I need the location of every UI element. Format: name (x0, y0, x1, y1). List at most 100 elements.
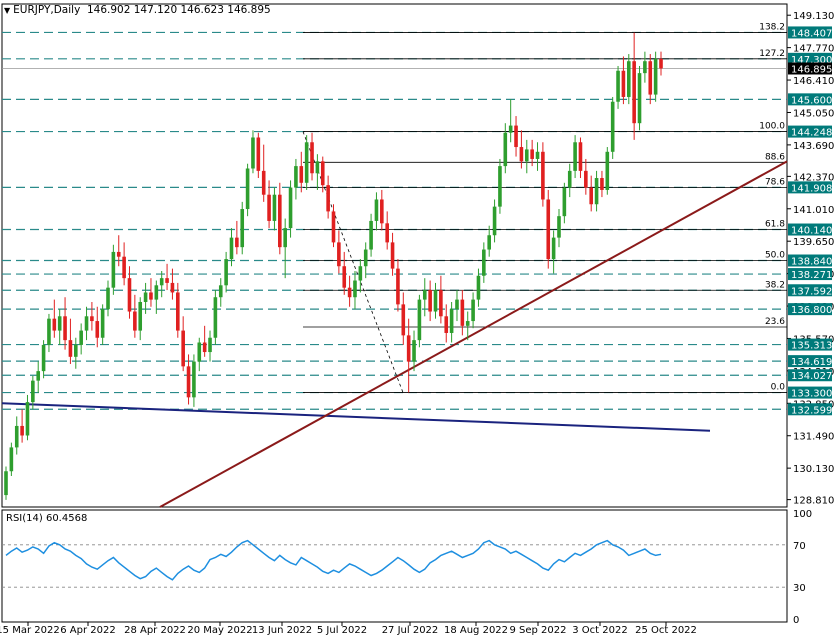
fib-level-label: 50.0 (765, 251, 785, 261)
candle-body (546, 199, 551, 260)
candle-body (600, 178, 604, 190)
support-level-tag-bg (788, 93, 832, 106)
candle-body (401, 304, 406, 336)
candle-body (551, 237, 556, 260)
chart-title: ▼ EURJPY,Daily 146.902 147.120 146.623 14… (4, 4, 271, 16)
candle-body (648, 61, 653, 95)
candle-body (331, 211, 336, 243)
candle-body (14, 425, 19, 448)
candle-body (299, 166, 304, 183)
candle-body (498, 166, 502, 207)
candle-body (557, 216, 561, 238)
candle-body (621, 70, 626, 97)
support-level-tag: 148.407 (791, 28, 832, 39)
candle-body (535, 151, 540, 159)
candle-body (235, 237, 239, 248)
fib-level-label: 100.0 (759, 122, 785, 132)
rsi-tick-label: 30 (793, 583, 806, 594)
x-tick-label: 27 Jul 2022 (382, 625, 439, 636)
candle-body (567, 170, 572, 188)
support-level-tag: 137.592 (791, 286, 832, 297)
rsi-title: RSI(14) 60.4568 (6, 513, 88, 524)
candle-body (229, 237, 234, 260)
price-tick-label: 141.010 (793, 205, 834, 216)
support-level-tag-bg (788, 223, 832, 236)
support-level-tag-bg (788, 181, 832, 194)
candle-body (208, 337, 212, 353)
candle-body (508, 125, 513, 133)
candle-body (133, 311, 137, 331)
x-tick-label: 20 May 2022 (187, 625, 252, 636)
candle-body (390, 242, 395, 269)
candle-body (138, 301, 143, 331)
candle-body (524, 149, 529, 162)
candle-body (406, 335, 411, 362)
fib-level-label: 88.6 (765, 152, 785, 162)
candle-body (256, 137, 261, 171)
support-level-tag-bg (788, 26, 832, 39)
current-price-tag-bg (788, 62, 832, 75)
support-level-tag-bg (788, 403, 832, 416)
support-level-tag-bg (788, 303, 832, 316)
candle-body (465, 321, 470, 326)
candle-body (116, 251, 121, 257)
price-tick-label: 142.370 (793, 172, 834, 183)
candle-body (159, 278, 164, 286)
candle-body (52, 318, 57, 331)
support-level-tag-bg (788, 268, 832, 281)
support-level-tag: 144.248 (791, 128, 832, 139)
candle-body (326, 185, 330, 212)
candle-body (460, 299, 465, 326)
candle-body (605, 151, 610, 190)
price-tick-label: 146.410 (793, 76, 834, 87)
candle-body (637, 73, 642, 124)
candle-body (449, 309, 454, 333)
support-level-tag: 145.600 (791, 95, 832, 106)
candle-body (245, 168, 250, 210)
candle-body (283, 228, 287, 248)
candle-body (278, 194, 282, 248)
support-level-tag: 133.300 (791, 389, 832, 400)
rsi-line (5, 539, 662, 581)
candle-body (337, 242, 341, 267)
current-price-tag: 146.895 (791, 64, 832, 75)
fib-level-label: 127.2 (759, 49, 785, 59)
candle-body (111, 251, 116, 288)
candle-body (154, 285, 159, 300)
candle-body (213, 297, 218, 338)
support-level-tag: 132.599 (791, 405, 832, 416)
candle-body (380, 199, 384, 224)
support-level-tag: 134.619 (791, 357, 832, 368)
candle-body (541, 151, 545, 200)
price-tick-label: 131.490 (793, 432, 834, 443)
candle-body (487, 235, 491, 250)
candle-body (310, 142, 314, 174)
support-level-tag-bg (788, 52, 832, 65)
candle-body (20, 425, 24, 436)
x-tick-label: 3 Oct 2022 (572, 625, 627, 636)
candle-body (143, 292, 148, 302)
fib-level-label: 61.8 (765, 220, 785, 230)
candle-body (127, 278, 132, 312)
triangle-down-icon[interactable]: ▼ (4, 6, 11, 15)
candle-body (482, 249, 486, 276)
candle-body (476, 275, 481, 300)
candle-body (616, 70, 620, 102)
candle-body (170, 282, 175, 293)
candle-body (492, 206, 497, 236)
candle-body (106, 287, 110, 310)
candle-body (197, 342, 202, 362)
candle-body (347, 287, 352, 298)
rsi-pane-frame (1, 509, 788, 623)
candle-body (455, 299, 459, 310)
x-tick-label: 28 Apr 2022 (124, 625, 186, 636)
candle-body (342, 266, 347, 288)
candle-body (578, 142, 583, 171)
uptrend-line (159, 160, 788, 508)
candle-body (4, 471, 8, 496)
candle-body (530, 149, 534, 159)
candle-body (315, 161, 320, 174)
x-tick-label: 6 Apr 2022 (60, 625, 115, 636)
